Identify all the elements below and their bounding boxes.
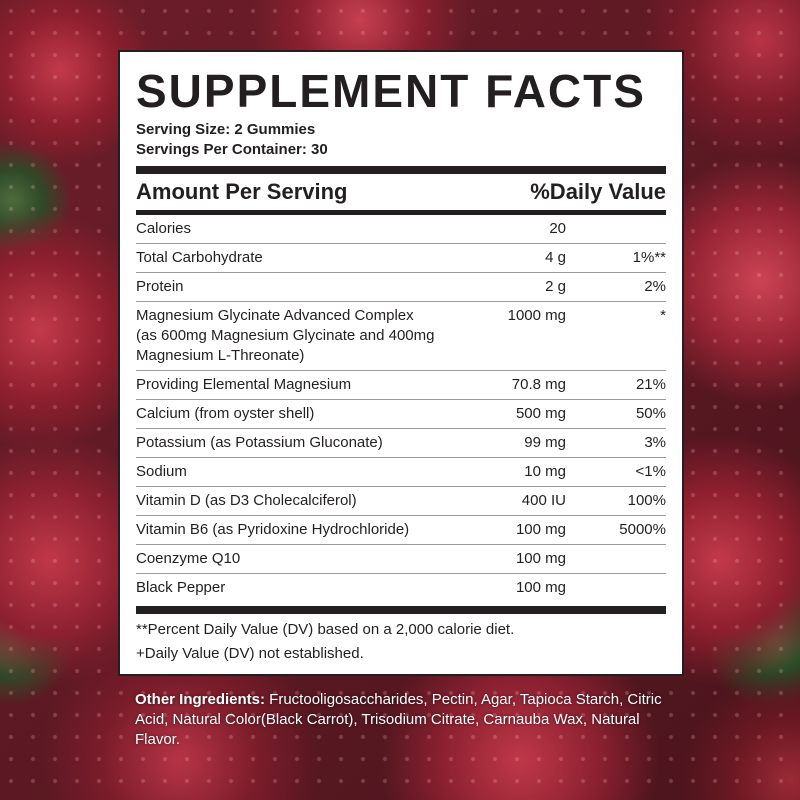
nutrient-amount: 2 g — [545, 278, 566, 295]
nutrient-name: Potassium (as Potassium Gluconate) — [136, 434, 383, 451]
divider-thick-bottom — [136, 606, 666, 614]
nutrient-amount: 100 mg — [515, 579, 566, 596]
nutrient-row: Vitamin D (as D3 Cholecalciferol) 400 IU 1… — [136, 487, 666, 516]
nutrient-name: Protein — [136, 278, 184, 295]
nutrient-amount: 70.8 mg — [511, 376, 566, 393]
nutrient-amount: 100 mg — [515, 521, 566, 538]
divider-thick — [136, 166, 666, 174]
nutrient-daily-value: 5000% — [619, 521, 666, 538]
footnotes: **Percent Daily Value (DV) based on a 2,… — [136, 620, 666, 664]
nutrient-amount: 10 mg — [524, 463, 566, 480]
nutrient-row: Magnesium Glycinate Advanced Complex (as… — [136, 302, 666, 371]
nutrient-row: Vitamin B6 (as Pyridoxine Hydrochloride)… — [136, 516, 666, 545]
supplement-facts-panel: SUPPLEMENT FACTS Serving Size: 2 Gummies… — [118, 50, 684, 676]
nutrient-row: Protein 2 g 2% — [136, 273, 666, 302]
header-daily-value: %Daily Value — [530, 179, 666, 204]
nutrient-daily-value: 3% — [644, 434, 666, 451]
nutrient-amount: 1000 mg — [507, 307, 566, 324]
nutrient-name: Vitamin B6 (as Pyridoxine Hydrochloride) — [136, 521, 410, 538]
nutrient-name: Vitamin D (as D3 Cholecalciferol) — [136, 492, 357, 509]
nutrient-amount: 500 mg — [515, 405, 566, 422]
nutrient-name: Sodium — [136, 463, 187, 480]
nutrient-daily-value: 2% — [644, 278, 666, 295]
nutrient-name: Calcium (from oyster shell) — [136, 405, 315, 422]
nutrient-name: Total Carbohydrate — [136, 249, 263, 266]
nutrient-name: Calories — [136, 220, 192, 237]
panel-title: SUPPLEMENT FACTS — [136, 65, 646, 117]
nutrient-row: Total Carbohydrate 4 g 1%** — [136, 244, 666, 273]
nutrient-daily-value: 50% — [635, 405, 666, 422]
other-ingredients: Other Ingredients: Fructooligosaccharide… — [135, 690, 675, 750]
serving-size: Serving Size: 2 Gummies — [136, 121, 316, 138]
nutrient-name: Magnesium Glycinate Advanced Complex (as… — [136, 307, 435, 364]
nutrient-table: Calories 20 Total Carbohydrate 4 g 1%** Prote… — [136, 215, 666, 602]
nutrient-row: Potassium (as Potassium Gluconate) 99 mg 3… — [136, 429, 666, 458]
nutrient-row: Calories 20 — [136, 215, 666, 244]
table-header: Amount Per Serving %Daily Value — [136, 174, 666, 210]
nutrient-amount: 400 IU — [521, 492, 566, 509]
nutrient-daily-value — [566, 578, 666, 598]
nutrient-daily-value: <1% — [635, 463, 666, 480]
nutrient-row: Sodium 10 mg <1% — [136, 458, 666, 487]
nutrient-daily-value: 21% — [635, 376, 666, 393]
nutrient-daily-value — [566, 549, 666, 569]
divider-medium — [136, 210, 666, 215]
servings-per-container: Servings Per Container: 30 — [136, 141, 328, 158]
footnote-not-established: +Daily Value (DV) not established. — [136, 645, 364, 662]
nutrient-name: Black Pepper — [136, 579, 226, 596]
nutrient-amount: 99 mg — [524, 434, 566, 451]
nutrient-daily-value — [566, 219, 666, 239]
other-ingredients-text: Fructooligosaccharides, Pectin, Agar, Ta… — [135, 691, 662, 748]
other-ingredients-label: Other Ingredients: — [135, 691, 266, 708]
nutrient-daily-value: 100% — [627, 492, 666, 509]
nutrient-amount: 100 mg — [515, 550, 566, 567]
footnote-dv: **Percent Daily Value (DV) based on a 2,… — [136, 621, 515, 638]
nutrient-daily-value: * — [660, 307, 666, 324]
nutrient-row: Providing Elemental Magnesium 70.8 mg 21% — [136, 371, 666, 400]
nutrient-daily-value: 1%** — [632, 249, 666, 266]
header-amount: Amount Per Serving — [136, 179, 348, 204]
nutrient-name: Coenzyme Q10 — [136, 550, 241, 567]
nutrient-row: Calcium (from oyster shell) 500 mg 50% — [136, 400, 666, 429]
nutrient-name: Providing Elemental Magnesium — [136, 376, 352, 393]
nutrient-amount: 20 — [549, 220, 566, 237]
nutrient-amount: 4 g — [545, 249, 566, 266]
nutrient-row: Black Pepper 100 mg — [136, 574, 666, 602]
nutrient-row: Coenzyme Q10 100 mg — [136, 545, 666, 574]
